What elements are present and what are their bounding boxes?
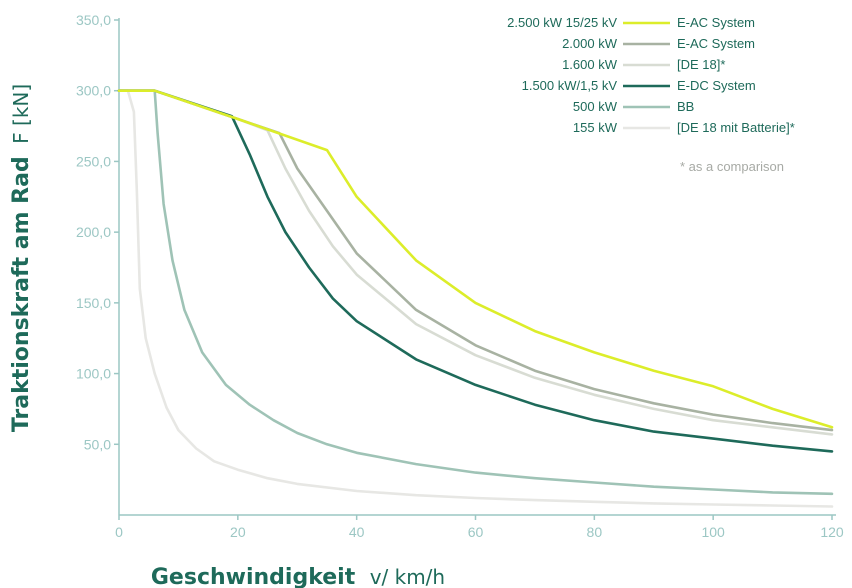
x-tick-label: 100 — [701, 524, 725, 540]
legend: 2.500 kW 15/25 kV E-AC System 2.000 kW E-AC… — [507, 15, 795, 135]
x-axis-label: Geschwindigkeit v/ km/h — [151, 565, 445, 588]
y-axis-label-unit: F [kN] — [9, 84, 33, 144]
y-ticks: 50,0 100,0 150,0 200,0 250,0 300,0 350,0 — [76, 12, 119, 452]
y-tick-label: 350,0 — [76, 12, 111, 28]
y-tick-label: 150,0 — [76, 295, 111, 311]
series-line — [117, 89, 834, 496]
legend-name: E-AC System — [677, 36, 755, 51]
series-line — [117, 89, 834, 432]
x-ticks: 0 20 40 60 80 100 120 — [115, 515, 844, 540]
x-axis-label-unit: v/ km/h — [370, 565, 445, 588]
legend-power: 500 kW — [573, 99, 618, 114]
series-line — [117, 89, 834, 508]
x-tick-label: 20 — [230, 524, 246, 540]
x-tick-label: 60 — [468, 524, 484, 540]
series-line — [117, 89, 834, 429]
legend-name: E-DC System — [677, 78, 756, 93]
x-tick-label: 120 — [820, 524, 844, 540]
x-tick-label: 40 — [349, 524, 365, 540]
legend-power: 2.000 kW — [562, 36, 618, 51]
y-axis-label-bold: Traktionskraft am Rad — [9, 156, 34, 432]
legend-power: 2.500 kW 15/25 kV — [507, 15, 617, 30]
legend-name: [DE 18 mit Batterie]* — [677, 120, 795, 135]
comparison-note: * as a comparison — [680, 159, 784, 174]
y-tick-label: 50,0 — [84, 436, 111, 452]
y-tick-label: 100,0 — [76, 366, 111, 382]
y-tick-label: 200,0 — [76, 224, 111, 240]
series-line — [117, 89, 834, 453]
x-axis-label-bold: Geschwindigkeit — [151, 565, 356, 588]
y-tick-label: 300,0 — [76, 83, 111, 99]
legend-name: E-AC System — [677, 15, 755, 30]
legend-name: [DE 18]* — [677, 57, 725, 72]
x-tick-label: 0 — [115, 524, 123, 540]
legend-name: BB — [677, 99, 694, 114]
legend-power: 1.600 kW — [562, 57, 618, 72]
series-lines — [117, 89, 834, 508]
y-tick-label: 250,0 — [76, 153, 111, 169]
x-tick-label: 80 — [587, 524, 603, 540]
legend-power: 155 kW — [573, 120, 618, 135]
y-axis-label: Traktionskraft am Rad F [kN] — [9, 84, 34, 432]
legend-power: 1.500 kW/1,5 kV — [522, 78, 618, 93]
